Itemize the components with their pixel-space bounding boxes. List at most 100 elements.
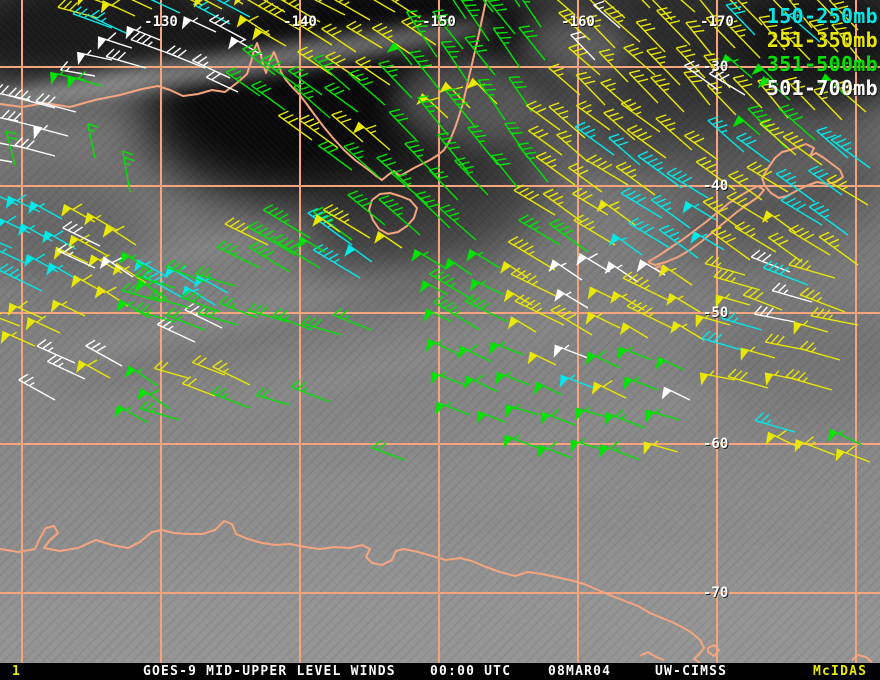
wind-barb — [695, 313, 731, 328]
wind-barb — [650, 194, 691, 229]
wind-barb — [272, 233, 321, 269]
wind-barb — [608, 233, 643, 256]
wind-barb — [210, 385, 251, 409]
wind-barb — [603, 6, 641, 43]
wind-barb — [85, 339, 123, 367]
wind-barb — [764, 333, 807, 351]
wind-barb — [707, 116, 745, 153]
wind-barb — [615, 161, 656, 196]
wind-barb — [826, 174, 869, 206]
wind-barb — [570, 31, 596, 61]
wind-barb — [758, 15, 786, 51]
wind-barb — [102, 224, 137, 246]
coastline — [647, 185, 765, 266]
wind-barb — [747, 105, 787, 149]
wind-barb — [830, 134, 871, 169]
wind-barb — [721, 310, 763, 331]
wind-barb — [575, 406, 611, 421]
wind-barb — [835, 445, 871, 463]
wind-barb — [313, 54, 351, 91]
wind-barb — [610, 290, 645, 311]
wind-barb — [277, 110, 313, 141]
wind-barb — [586, 154, 629, 186]
wind-barb — [683, 70, 711, 106]
wind-barb — [7, 300, 43, 319]
wind-barb — [808, 18, 839, 53]
wind-barb — [782, 131, 823, 166]
wind-barb — [568, 43, 601, 76]
wind-barb — [489, 341, 525, 356]
wind-barb — [550, 304, 593, 336]
wind-barb — [149, 288, 191, 309]
wind-barb — [575, 100, 611, 131]
wind-barb — [166, 45, 206, 69]
wind-barb — [323, 82, 359, 113]
wind-barb — [150, 0, 181, 14]
wind-barb — [559, 374, 595, 389]
frame-number: 1 — [12, 664, 22, 679]
wind-barb — [437, 132, 469, 173]
wind-barb — [816, 126, 849, 159]
wind-barb — [799, 287, 846, 313]
wind-barb — [715, 293, 751, 308]
wind-barb — [818, 231, 859, 266]
wind-barb — [439, 204, 477, 241]
wind-barb — [184, 303, 223, 329]
wind-barb — [464, 35, 496, 76]
wind-barb — [725, 1, 756, 36]
wind-barb — [794, 436, 836, 456]
wind-barb — [97, 32, 133, 50]
wind-barb — [56, 243, 96, 269]
wind-barb — [645, 408, 681, 423]
wind-barb — [492, 26, 521, 69]
wind-barb — [772, 0, 789, 16]
wind-barb — [651, 0, 673, 21]
wind-barb — [623, 376, 659, 391]
wind-barb — [650, 74, 685, 113]
wind-barb — [262, 203, 311, 239]
wind-barb — [626, 299, 677, 331]
latlon-grid — [0, 0, 880, 663]
wind-barb — [704, 255, 746, 276]
wind-barb — [216, 0, 251, 18]
wind-barb — [753, 305, 796, 323]
wind-barb — [518, 214, 561, 246]
wind-barb — [139, 400, 181, 421]
wind-barb — [567, 162, 603, 193]
wind-barb — [352, 121, 391, 151]
wind-barb — [228, 36, 263, 56]
wind-barb — [466, 77, 498, 105]
wind-barb — [761, 210, 796, 233]
wind-barb — [242, 44, 276, 76]
mcidas-brand: McIDAS — [813, 664, 868, 679]
wind-barb — [596, 199, 636, 226]
wind-barb — [33, 124, 69, 140]
wind-barb — [440, 40, 469, 83]
wind-barb — [321, 23, 357, 53]
wind-barb — [537, 441, 573, 459]
wind-barb — [619, 322, 649, 339]
wind-barb — [736, 0, 763, 26]
wind-barb — [415, 191, 451, 229]
wind-barb — [36, 339, 76, 364]
wind-barb — [603, 108, 636, 141]
wind-barb — [680, 0, 696, 13]
wind-barb — [556, 130, 589, 163]
wind-barb — [788, 10, 821, 43]
wind-barb — [620, 187, 663, 219]
wind-barb — [727, 368, 769, 389]
wind-barb — [735, 132, 771, 163]
wind-barb — [212, 360, 251, 386]
wind-barb — [666, 292, 701, 313]
wind-barb — [542, 188, 583, 223]
wind-barb — [77, 49, 113, 66]
wind-barb — [0, 330, 36, 347]
wind-barb — [0, 263, 43, 292]
coastline — [368, 192, 418, 235]
wind-barb — [87, 123, 99, 159]
coastline — [0, 520, 705, 663]
wind-barb — [142, 269, 186, 300]
wind-barb — [646, 47, 681, 86]
wind-barb — [322, 203, 371, 239]
